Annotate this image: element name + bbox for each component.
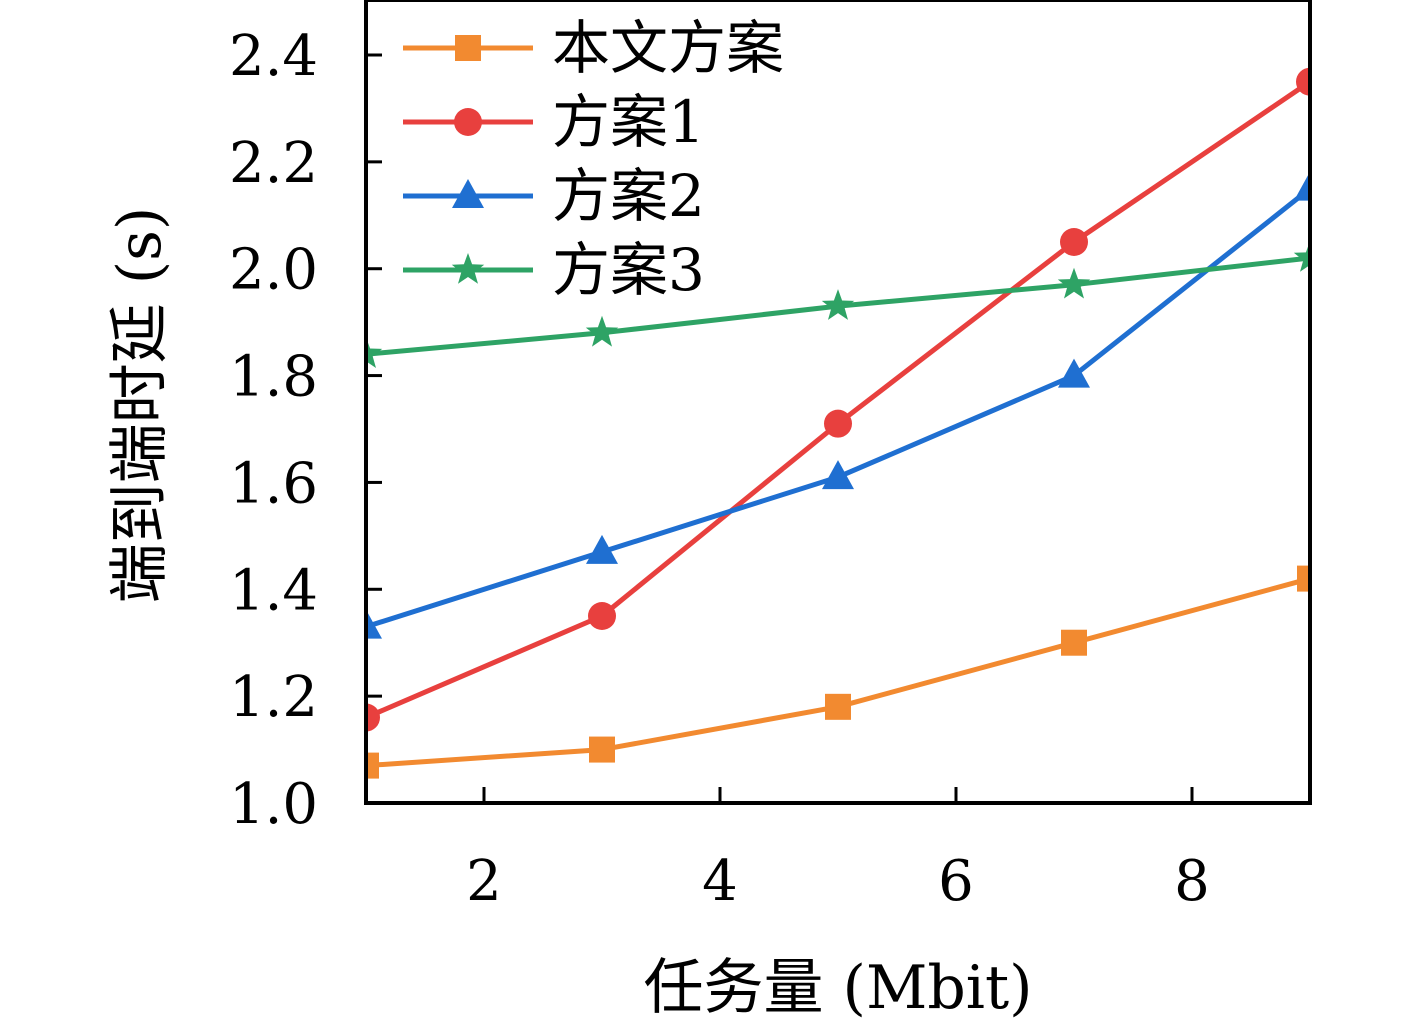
y-tick-label: 1.2 bbox=[229, 665, 318, 730]
legend-item-4: 方案3 bbox=[403, 236, 705, 304]
data-point bbox=[824, 409, 852, 438]
data-point bbox=[366, 703, 380, 732]
ticks-layer: 1.0 1.2 1.4 1.6 1.8 2.0 2.2 2.4 2 4 6 8 bbox=[229, 24, 1210, 914]
legend-marker bbox=[455, 35, 481, 61]
series-1 bbox=[366, 565, 1310, 779]
series-line bbox=[366, 186, 1310, 630]
legend-label: 方案3 bbox=[552, 236, 705, 304]
data-point bbox=[1294, 171, 1310, 201]
data-point bbox=[1297, 565, 1310, 592]
x-tick-label: 2 bbox=[466, 849, 502, 914]
data-point bbox=[366, 752, 379, 779]
data-point bbox=[1057, 267, 1091, 299]
series-layer bbox=[366, 67, 1310, 779]
y-tick-label: 1.4 bbox=[229, 558, 318, 623]
legend-item-1: 本文方案 bbox=[403, 14, 784, 82]
legend-marker bbox=[452, 179, 484, 208]
series-3 bbox=[366, 171, 1310, 639]
data-point bbox=[1061, 629, 1087, 656]
series-line bbox=[366, 576, 1310, 769]
data-point bbox=[1296, 67, 1310, 96]
y-tick-label: 2.4 bbox=[229, 24, 318, 89]
legend-marker bbox=[451, 253, 485, 284]
data-point bbox=[589, 736, 615, 763]
data-point bbox=[821, 289, 855, 320]
legend-label: 方案1 bbox=[552, 88, 705, 156]
data-point bbox=[1293, 241, 1310, 272]
legend-item-2: 方案1 bbox=[403, 88, 705, 156]
y-tick-label: 1.0 bbox=[229, 772, 318, 837]
legend-marker bbox=[454, 108, 482, 136]
y-tick-label: 2.2 bbox=[229, 131, 318, 196]
y-tick-label: 1.8 bbox=[229, 345, 318, 410]
legend-item-3: 方案2 bbox=[403, 162, 705, 230]
legend-label: 本文方案 bbox=[552, 14, 784, 82]
y-tick-label: 1.6 bbox=[229, 451, 318, 516]
data-point bbox=[825, 693, 851, 720]
data-point bbox=[366, 337, 383, 368]
series-line bbox=[366, 79, 1310, 720]
series-2 bbox=[366, 67, 1310, 732]
data-point bbox=[586, 534, 618, 564]
plot-frame bbox=[364, 0, 1312, 805]
data-point bbox=[1060, 228, 1088, 256]
data-point bbox=[588, 602, 616, 630]
data-point bbox=[585, 315, 619, 347]
y-tick-label: 2.0 bbox=[229, 238, 318, 303]
x-axis-label: 任务量 (Mbit) bbox=[643, 953, 1032, 1023]
data-point bbox=[822, 460, 854, 490]
legend-label: 方案2 bbox=[552, 162, 705, 230]
data-point bbox=[366, 609, 382, 639]
series-4 bbox=[366, 241, 1310, 368]
data-point bbox=[1058, 358, 1090, 388]
y-axis-label: 端到端时延 (s) bbox=[105, 207, 175, 604]
x-tick-label: 8 bbox=[1174, 849, 1210, 914]
x-tick-label: 6 bbox=[938, 849, 974, 914]
x-tick-label: 4 bbox=[702, 849, 738, 914]
